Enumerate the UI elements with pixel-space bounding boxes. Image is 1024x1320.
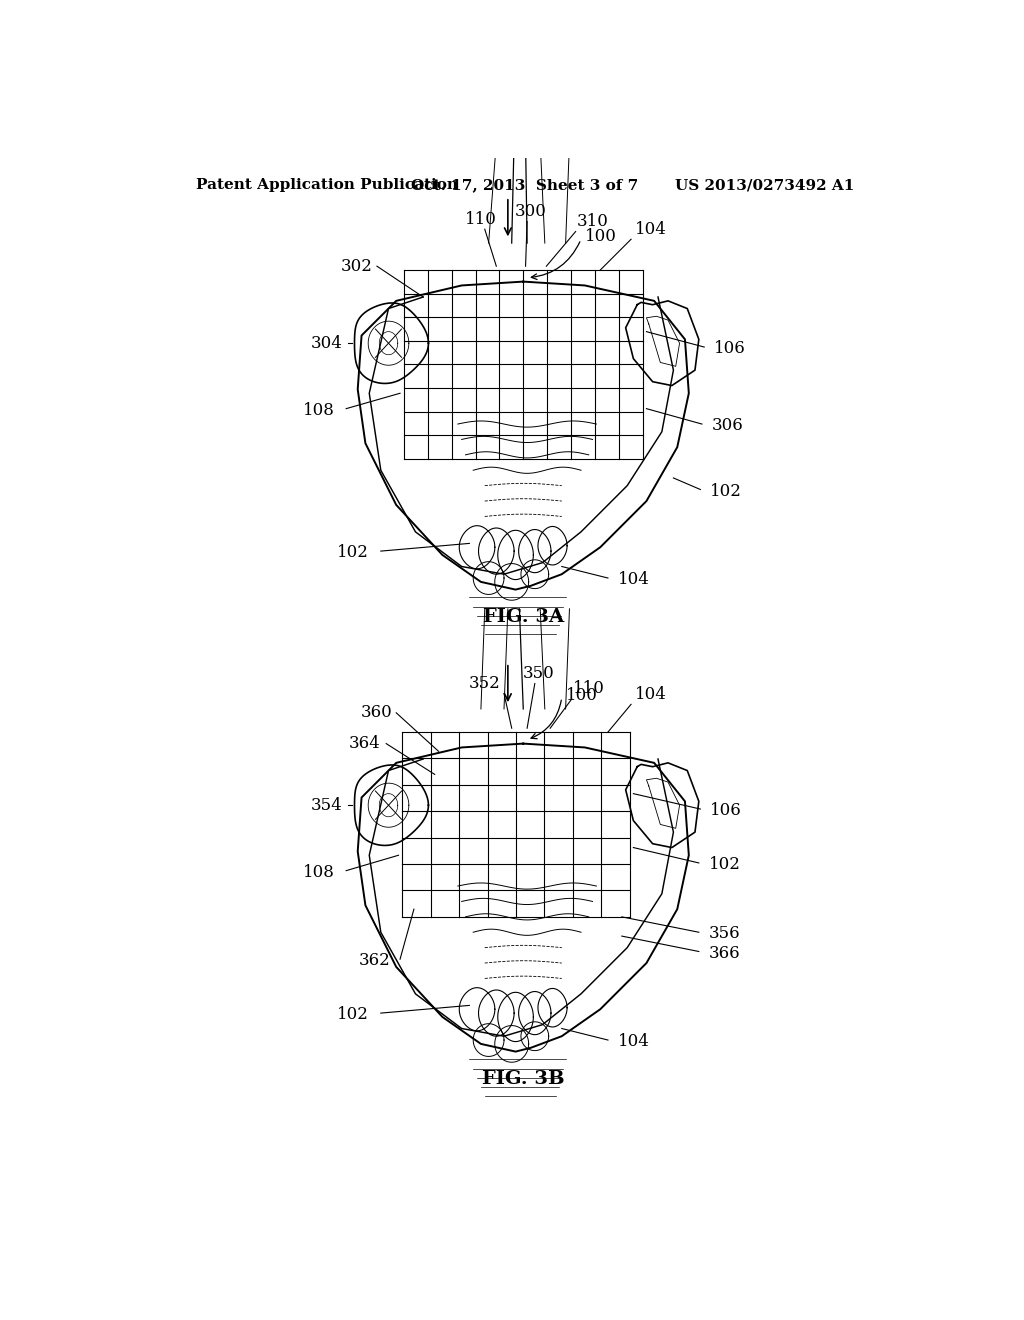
Text: 302: 302 xyxy=(341,257,373,275)
Text: 356: 356 xyxy=(709,925,740,942)
Text: Oct. 17, 2013  Sheet 3 of 7: Oct. 17, 2013 Sheet 3 of 7 xyxy=(412,178,638,193)
Text: 304: 304 xyxy=(310,335,342,351)
Text: 104: 104 xyxy=(617,1034,650,1051)
Text: 366: 366 xyxy=(709,945,740,961)
Text: 100: 100 xyxy=(585,228,616,246)
Text: 300: 300 xyxy=(515,203,547,220)
Text: Patent Application Publication: Patent Application Publication xyxy=(196,178,458,193)
Text: 354: 354 xyxy=(310,797,342,813)
Text: 106: 106 xyxy=(714,341,745,358)
Text: 102: 102 xyxy=(337,1006,370,1023)
Text: 110: 110 xyxy=(573,680,605,697)
Text: 102: 102 xyxy=(337,544,370,561)
Text: 104: 104 xyxy=(635,686,667,702)
Text: 108: 108 xyxy=(303,401,335,418)
Text: 106: 106 xyxy=(711,803,742,820)
Text: 352: 352 xyxy=(468,675,500,692)
Text: 306: 306 xyxy=(712,417,743,434)
Text: FIG. 3A: FIG. 3A xyxy=(482,607,564,626)
Text: 108: 108 xyxy=(303,863,335,880)
Text: 102: 102 xyxy=(711,483,742,499)
Text: US 2013/0273492 A1: US 2013/0273492 A1 xyxy=(675,178,854,193)
Text: 100: 100 xyxy=(565,686,597,704)
Text: 360: 360 xyxy=(360,705,392,721)
Text: 110: 110 xyxy=(465,211,497,227)
Text: 350: 350 xyxy=(523,665,555,682)
Text: 104: 104 xyxy=(617,572,650,589)
Text: 310: 310 xyxy=(578,213,609,230)
Text: 102: 102 xyxy=(709,855,740,873)
Text: 364: 364 xyxy=(349,735,381,752)
Text: FIG. 3B: FIG. 3B xyxy=(482,1069,564,1088)
Text: 104: 104 xyxy=(635,220,667,238)
Text: 362: 362 xyxy=(358,952,390,969)
